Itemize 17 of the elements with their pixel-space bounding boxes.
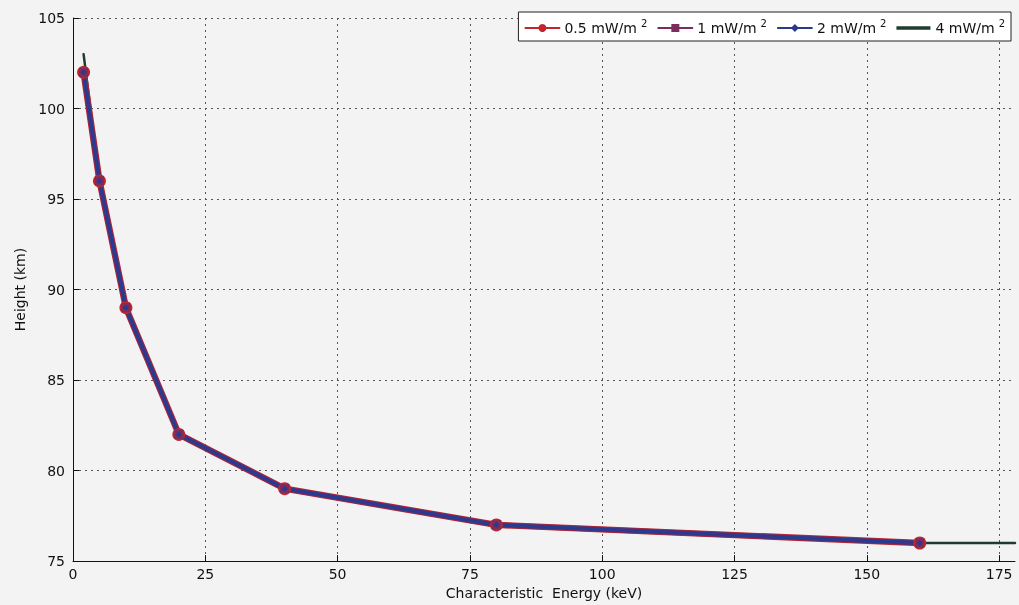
y-tick-label: 100 — [38, 100, 65, 117]
x-tick-label: 125 — [721, 566, 748, 583]
y-axis-title: Height (km) — [12, 247, 28, 332]
x-tick-label: 25 — [196, 566, 215, 583]
y-tick-label: 85 — [47, 372, 65, 389]
x-tick-label: 100 — [588, 566, 616, 583]
y-tick-label: 105 — [38, 10, 65, 26]
y-tick-label: 90 — [47, 281, 65, 298]
y-tick-label: 80 — [47, 462, 65, 479]
x-tick-label: 0 — [68, 566, 78, 583]
y-tick-label: 75 — [47, 553, 65, 570]
y-tick-label: 95 — [47, 191, 65, 208]
x-tick-label: 75 — [461, 566, 479, 583]
x-tick-label: 50 — [328, 566, 347, 583]
x-tick-label: 175 — [985, 566, 1013, 583]
x-tick-label: 150 — [853, 566, 881, 583]
x-axis-title: Characteristic Energy (keV) — [445, 585, 643, 601]
